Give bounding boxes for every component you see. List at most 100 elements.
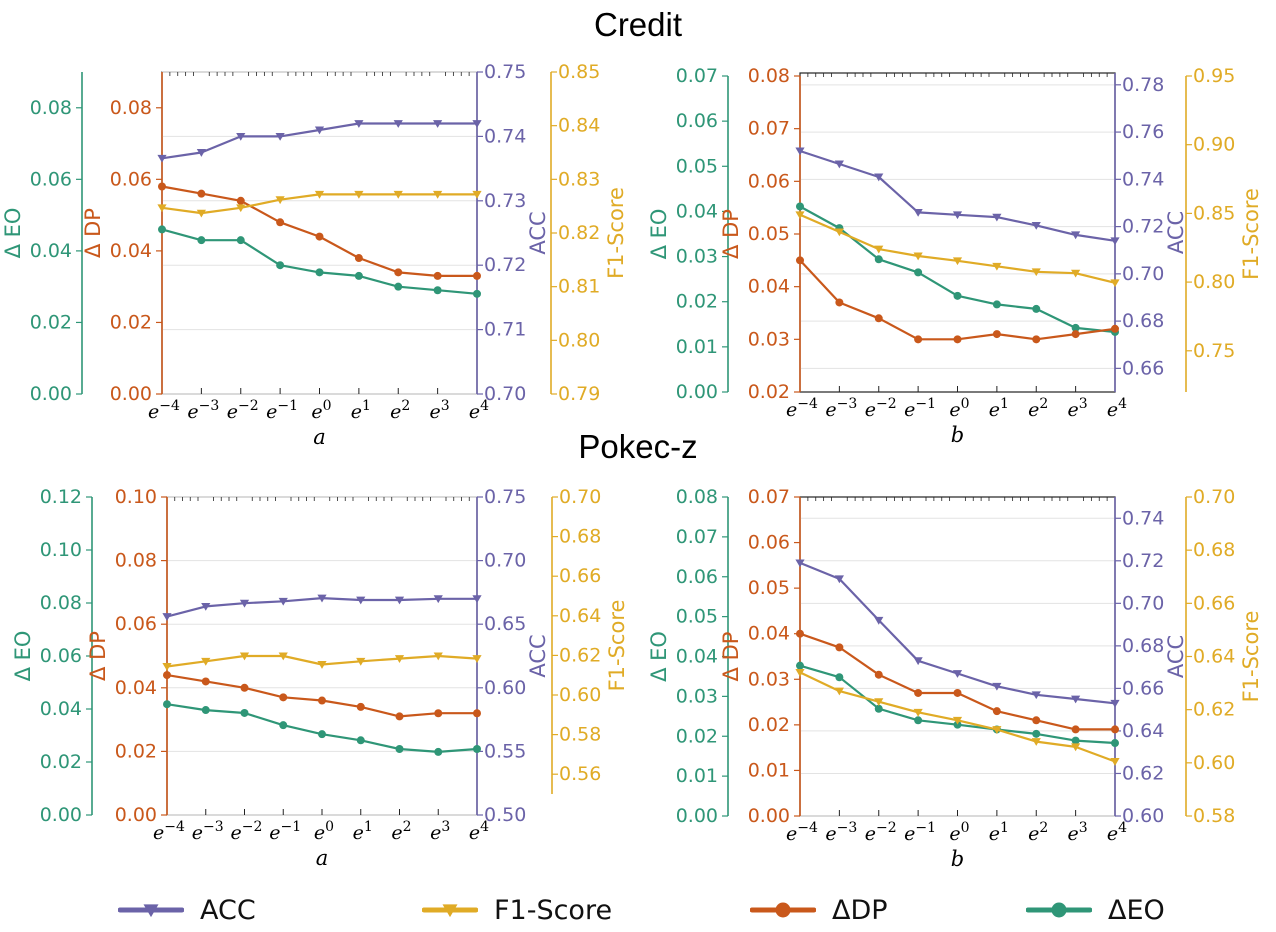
- point-f1: [278, 652, 288, 661]
- x-tick-label: e0: [949, 396, 969, 421]
- legend-swatch-dp: [750, 902, 816, 918]
- legend-label-f1: F1-Score: [494, 894, 613, 926]
- eo-tick-label: 0.06: [40, 645, 82, 667]
- x-tick-label: e−4: [148, 398, 180, 423]
- point-dp: [953, 335, 962, 344]
- eo-axis-title: Δ EO: [647, 631, 671, 682]
- dp-tick-label: 0.03: [748, 328, 790, 350]
- eo-tick-label: 0.04: [676, 200, 718, 222]
- series-dp: [158, 182, 481, 280]
- point-dp: [395, 712, 404, 721]
- charts-canvas: e−4 e−3 e−2 e−1 e0 e1 e2 e3 e4a0.000.020.040.060…: [1, 61, 1263, 871]
- point-acc: [874, 616, 884, 625]
- acc-axis: 0.66 0.68 0.70 0.72 0.74 0.76 0.78 ACC: [1114, 73, 1188, 392]
- acc-tick-label: 0.74: [1122, 507, 1164, 529]
- dp-tick-label: 0.02: [115, 740, 157, 762]
- series-acc: [157, 120, 482, 163]
- point-acc: [874, 173, 884, 182]
- eo-tick-label: 0.03: [676, 685, 718, 707]
- legend-label-dp: ΔDP: [832, 894, 888, 926]
- point-eo: [1071, 323, 1080, 332]
- f1-tick-label: 0.80: [558, 329, 600, 351]
- point-acc: [834, 575, 844, 584]
- f1-tick-label: 0.66: [1193, 592, 1235, 614]
- dp-tick-label: 0.04: [748, 623, 790, 645]
- x-tick-label: e2: [1028, 820, 1048, 845]
- acc-tick-label: 0.74: [1122, 168, 1164, 190]
- point-dp: [279, 693, 288, 702]
- acc-tick-label: 0.70: [1122, 592, 1164, 614]
- eo-tick-label: 0.08: [30, 97, 72, 119]
- point-dp: [992, 707, 1001, 716]
- acc-tick-label: 0.66: [1122, 357, 1164, 379]
- eo-tick-label: 0.04: [30, 240, 72, 262]
- dp-tick-label: 0.00: [748, 805, 790, 827]
- f1-axis-title: F1-Score: [604, 187, 628, 279]
- point-acc: [952, 670, 963, 678]
- point-f1: [795, 669, 805, 677]
- point-eo: [473, 289, 481, 298]
- point-acc: [1071, 695, 1081, 704]
- eo-tick-label: 0.02: [30, 311, 72, 333]
- acc-axis-title: ACC: [526, 634, 550, 677]
- eo-tick-label: 0.04: [40, 698, 82, 720]
- dp-axis-title: Δ DP: [81, 208, 105, 258]
- point-eo: [1032, 304, 1041, 313]
- point-f1: [472, 655, 482, 663]
- eo-tick-label: 0.07: [676, 65, 718, 87]
- point-eo: [236, 236, 245, 245]
- eo-axis-title: Δ EO: [1, 208, 25, 259]
- point-eo: [354, 271, 363, 280]
- eo-axis: 0.00 0.01 0.02 0.03 0.04 0.05 0.06 0.07 0.08 Δ EO: [647, 486, 729, 827]
- point-dp: [434, 709, 443, 718]
- point-acc: [472, 120, 482, 128]
- dp-axis-title: Δ DP: [719, 209, 743, 259]
- f1-tick-label: 0.81: [558, 276, 600, 298]
- point-acc: [356, 596, 366, 605]
- f1-axis-title: F1-Score: [605, 600, 629, 692]
- point-acc: [278, 597, 288, 606]
- eo-tick-label: 0.05: [676, 155, 718, 177]
- x-tick-label: e−2: [227, 398, 259, 423]
- series-line-dp: [799, 632, 1115, 731]
- f1-tick-label: 0.85: [558, 61, 600, 83]
- acc-axis-title: ACC: [1164, 211, 1188, 254]
- f1-tick-label: 0.83: [558, 168, 600, 190]
- acc-axis: 0.60 0.62 0.64 0.66 0.68 0.70 0.72 0.74 ACC: [1114, 497, 1188, 827]
- point-acc: [433, 595, 443, 604]
- dp-tick-label: 0.02: [748, 381, 790, 403]
- point-eo: [276, 261, 285, 270]
- point-dp: [201, 677, 210, 686]
- point-dp: [1032, 716, 1041, 725]
- f1-tick-label: 0.64: [1193, 646, 1235, 668]
- point-acc: [913, 208, 923, 217]
- f1-axis-title: F1-Score: [1239, 611, 1263, 703]
- legend-swatch-acc: [118, 904, 184, 918]
- point-dp: [796, 256, 804, 265]
- point-acc: [992, 213, 1002, 222]
- point-acc: [1031, 691, 1041, 700]
- dp-tick-label: 0.05: [748, 223, 790, 245]
- point-f1: [393, 190, 403, 199]
- point-eo: [201, 706, 210, 715]
- x-tick-label: e0: [314, 819, 334, 844]
- point-f1: [1110, 279, 1120, 288]
- point-f1: [239, 652, 250, 661]
- eo-axis: 0.00 0.02 0.04 0.06 0.08 0.10 0.12 Δ EO: [11, 486, 93, 826]
- x-tick-label: e−3: [187, 398, 219, 423]
- dp-tick-label: 0.04: [748, 276, 790, 298]
- point-dp: [473, 271, 481, 280]
- acc-tick-label: 0.55: [484, 740, 526, 762]
- f1-axis: 0.56 0.58 0.60 0.62 0.64 0.66 0.68 0.70 F1-Score: [551, 486, 629, 794]
- point-f1: [952, 716, 963, 725]
- chart-panel-1: e−4 e−3 e−2 e−1 e0 e1 e2 e3 e4a0.000.020.040.060…: [1, 61, 628, 449]
- point-f1: [354, 190, 364, 199]
- point-dp: [197, 189, 206, 198]
- acc-tick-label: 0.70: [484, 550, 526, 572]
- point-acc: [834, 160, 844, 169]
- point-f1: [834, 687, 844, 696]
- point-eo: [318, 730, 326, 739]
- acc-axis: 0.70 0.71 0.72 0.73 0.74 0.75 ACC: [476, 61, 550, 405]
- legend-item-eo: ΔEO: [1026, 888, 1165, 932]
- x-tick-label: e1: [353, 819, 373, 844]
